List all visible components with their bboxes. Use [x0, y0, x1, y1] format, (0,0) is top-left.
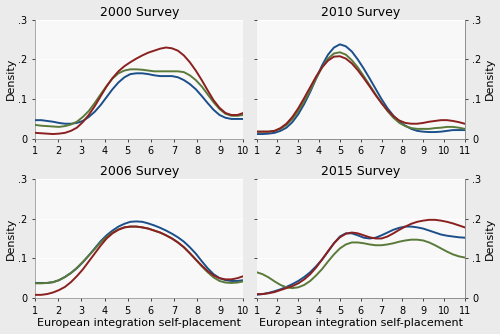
Title: 2006 Survey: 2006 Survey: [100, 165, 179, 178]
Title: 2010 Survey: 2010 Survey: [321, 6, 400, 19]
Title: 2015 Survey: 2015 Survey: [321, 165, 400, 178]
Title: 2000 Survey: 2000 Survey: [100, 6, 179, 19]
Y-axis label: Density: Density: [484, 58, 494, 101]
Y-axis label: Density: Density: [6, 217, 16, 260]
X-axis label: European integration self-placement: European integration self-placement: [38, 318, 242, 328]
Y-axis label: Density: Density: [484, 217, 494, 260]
X-axis label: European integration self-placement: European integration self-placement: [258, 318, 462, 328]
Y-axis label: Density: Density: [6, 58, 16, 101]
